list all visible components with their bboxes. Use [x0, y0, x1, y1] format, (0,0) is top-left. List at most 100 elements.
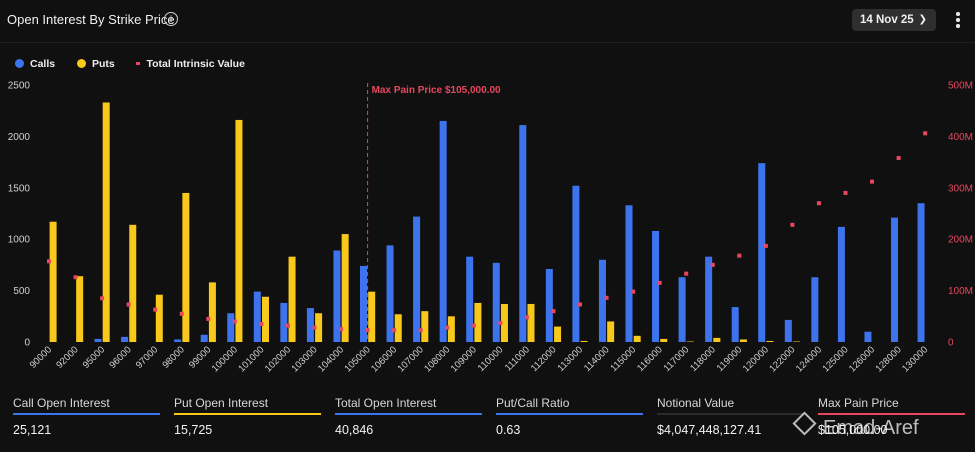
calls-bar — [678, 277, 686, 342]
puts-bar — [235, 119, 243, 342]
tiv-marker — [445, 325, 450, 330]
tiv-marker — [498, 320, 503, 325]
puts-bar — [500, 303, 508, 342]
y-right-tick-label: 300M — [948, 183, 973, 194]
y-right-tick-label: 200M — [948, 235, 973, 246]
tiv-marker — [737, 253, 742, 258]
stat-notional-value: Notional Value $4,047,448,127.41 — [657, 393, 804, 437]
open-interest-chart: 0 500 1000 1500 2000 2500 0 100M 200M 300M 400M 500… — [8, 81, 973, 375]
legend-calls[interactable]: Calls — [15, 58, 55, 70]
legend-puts[interactable]: Puts — [77, 58, 115, 70]
puts-bar — [341, 234, 349, 342]
tiv-marker — [312, 325, 317, 330]
puts-bar — [49, 221, 57, 342]
x-tick-label: 114000 — [582, 344, 612, 374]
tiv-marker — [392, 328, 397, 333]
tiv-marker — [790, 222, 795, 227]
tiv-marker — [47, 259, 51, 264]
y-right-tick-label: 0 — [948, 338, 954, 349]
x-tick-label: 103000 — [289, 344, 319, 374]
x-tick-label: 104000 — [316, 344, 346, 374]
x-tick-label: 111000 — [503, 344, 532, 373]
puts-bar — [368, 291, 376, 342]
stat-value: 0.63 — [496, 422, 521, 437]
calls-bar — [253, 291, 261, 342]
puts-bar — [554, 326, 562, 342]
puts-bar — [474, 302, 482, 342]
x-tick-label: 119000 — [715, 344, 745, 374]
calls-bar — [413, 216, 421, 342]
calls-bar — [625, 205, 633, 342]
puts-bar — [315, 313, 323, 342]
tiv-marker — [604, 295, 609, 300]
calls-bar — [200, 334, 208, 342]
puts-bar — [155, 294, 163, 342]
watermark: Emad-Aref — [792, 411, 919, 440]
puts-bar — [102, 102, 110, 342]
calls-bar — [731, 307, 739, 342]
stat-max-pain: Max Pain Price $105,000.00 — [818, 393, 965, 437]
x-tick-label: 112000 — [529, 344, 559, 374]
puts-bar — [633, 335, 641, 342]
stat-put-oi: Put Open Interest 15,725 — [174, 393, 321, 437]
x-tick-label: 96000 — [107, 344, 133, 370]
puts-bar — [766, 340, 774, 342]
x-tick-label: 90000 — [28, 344, 54, 370]
legend-calls-label: Calls — [30, 58, 56, 70]
calls-bar — [280, 302, 288, 342]
stat-underline — [174, 413, 321, 415]
calls-bar — [758, 163, 766, 342]
x-tick-label: 107000 — [396, 344, 426, 374]
x-tick-label: 118000 — [688, 344, 718, 374]
puts-bar — [394, 314, 402, 342]
x-tick-label: 95000 — [81, 344, 107, 370]
puts-bar — [129, 224, 137, 342]
y-right-tick-label: 100M — [948, 286, 973, 297]
y-left-tick-label: 500 — [13, 286, 30, 297]
calls-bar — [572, 185, 580, 342]
tiv-marker — [206, 316, 211, 321]
tiv-marker — [631, 289, 636, 294]
tiv-marker — [285, 323, 290, 328]
x-tick-label: 117000 — [662, 344, 692, 374]
y-left-tick-label: 0 — [24, 338, 30, 349]
y-left-tick-label: 1000 — [8, 235, 31, 246]
stat-underline — [496, 413, 643, 415]
calls-bar — [94, 338, 102, 342]
calls-bar — [174, 339, 182, 342]
more-menu-icon[interactable] — [955, 12, 961, 30]
calls-bar — [519, 125, 527, 342]
tiv-marker-icon — [136, 61, 140, 65]
tiv-marker — [524, 315, 529, 320]
stat-value: 25,121 — [13, 422, 52, 437]
x-tick-label: 110000 — [476, 344, 506, 374]
calls-bar — [439, 120, 447, 342]
tiv-marker — [232, 319, 237, 324]
calls-bar — [492, 262, 500, 342]
calls-bar — [891, 217, 898, 342]
tiv-marker — [843, 190, 848, 195]
logo-icon — [792, 411, 817, 436]
stat-value: 40,846 — [335, 422, 374, 437]
tiv-marker — [73, 275, 78, 280]
puts-bar — [76, 276, 84, 342]
puts-bar — [421, 311, 429, 342]
puts-bar — [660, 338, 668, 342]
calls-bar — [333, 250, 341, 342]
date-selector[interactable]: 14 Nov 25 ❯ — [852, 9, 936, 31]
legend-tiv[interactable]: Total Intrinsic Value — [135, 58, 245, 70]
calls-bar — [306, 308, 314, 342]
stat-label: Put/Call Ratio — [496, 396, 570, 410]
x-tick-label: 97000 — [134, 344, 160, 370]
x-tick-label: 101000 — [236, 344, 266, 374]
stat-label: Max Pain Price — [818, 396, 899, 410]
calls-bar — [360, 265, 367, 342]
x-tick-label: 116000 — [635, 344, 665, 374]
tiv-marker — [418, 328, 423, 333]
x-tick-label: 105000 — [343, 344, 373, 374]
puts-bar — [182, 192, 190, 342]
stat-total-oi: Total Open Interest 40,846 — [335, 393, 482, 437]
calls-bar — [121, 336, 129, 342]
info-icon[interactable]: i — [164, 12, 178, 26]
calls-bar — [598, 259, 606, 342]
